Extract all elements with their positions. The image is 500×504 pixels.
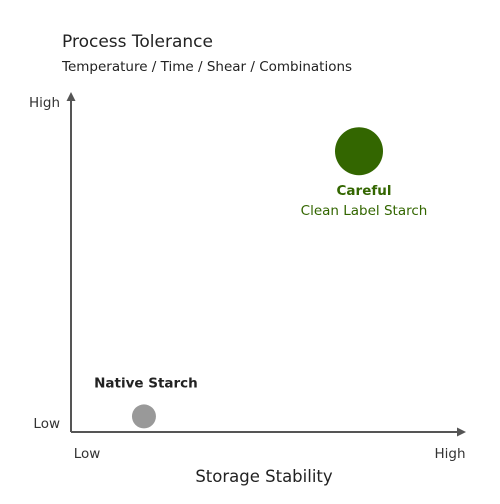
y-tick-label: Low bbox=[33, 416, 60, 432]
data-label-careful: Careful bbox=[337, 183, 392, 199]
chart-subtitle: Temperature / Time / Shear / Combination… bbox=[61, 59, 352, 75]
data-label-native: Native Starch bbox=[94, 375, 198, 391]
data-point-native bbox=[131, 404, 156, 429]
chart-title: Process Tolerance bbox=[62, 32, 213, 52]
y-tick-label: High bbox=[29, 95, 60, 111]
x-tick-label: High bbox=[434, 446, 465, 462]
data-point-careful bbox=[335, 127, 383, 176]
data-points: Native Starch Careful Clean Label Starch bbox=[94, 127, 428, 429]
tick-labels: Low High Low High bbox=[29, 95, 466, 462]
x-axis-label: Storage Stability bbox=[195, 467, 333, 486]
data-label-careful: Clean Label Starch bbox=[301, 203, 428, 219]
axes bbox=[66, 92, 466, 437]
y-axis-arrowhead bbox=[66, 92, 76, 101]
x-tick-label: Low bbox=[74, 446, 101, 462]
x-axis-arrowhead bbox=[457, 427, 466, 437]
